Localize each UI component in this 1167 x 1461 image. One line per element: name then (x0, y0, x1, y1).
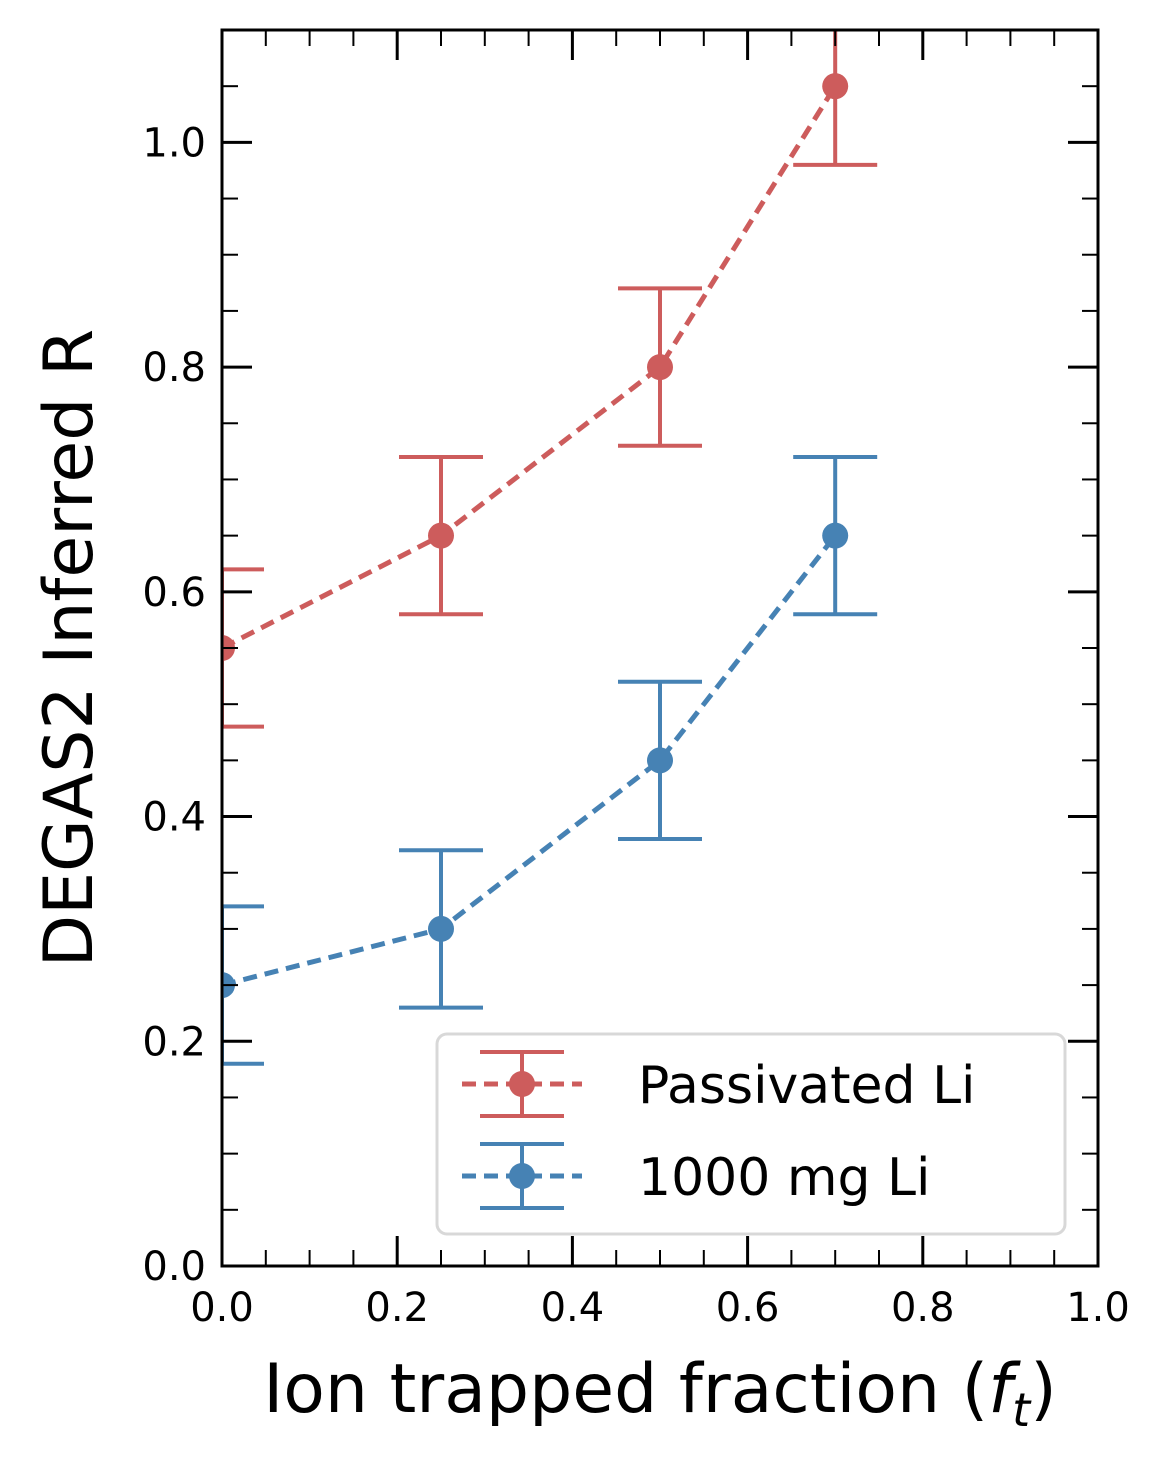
y-tick-label: 0.2 (142, 1019, 206, 1065)
x-axis-label-close: ) (1030, 1350, 1057, 1429)
series-line (222, 84, 838, 651)
y-tick-label: 0.4 (142, 795, 206, 841)
data-point (822, 522, 849, 549)
y-axis-label: DEGAS2 Inferred R (30, 329, 109, 968)
legend-label: Passivated Li (638, 1056, 976, 1116)
data-point (428, 522, 454, 549)
y-tick-label: 0.8 (142, 345, 206, 391)
legend-marker (509, 1163, 535, 1189)
series-line (222, 534, 838, 988)
data-point (647, 354, 673, 381)
x-axis-label: Ion trapped fraction (ft) (263, 1350, 1057, 1437)
x-tick-labels: 0.0 0.2 0.4 0.6 0.8 1.0 (190, 1285, 1130, 1331)
y-tick-label: 0.6 (142, 570, 206, 616)
y-tick-label: 1.0 (142, 120, 206, 166)
y-tick-labels: 0.0 0.2 0.4 0.6 0.8 1.0 (142, 120, 206, 1290)
x-axis-label-subscript: t (1012, 1383, 1032, 1437)
x-tick-label: 0.4 (541, 1285, 605, 1331)
plot-series (222, 30, 878, 1066)
data-point (647, 747, 673, 774)
plot-frame (220, 28, 1100, 1268)
x-tick-label: 0.8 (891, 1285, 955, 1331)
legend-frame (435, 1032, 1067, 1236)
x-tick-label: 1.0 (1066, 1285, 1130, 1331)
legend-label: 1000 mg Li (638, 1148, 930, 1208)
y-tick-label: 0.0 (142, 1244, 206, 1290)
legend-entries: Passivated Li 1000 mg Li (462, 1050, 976, 1210)
x-axis-label-main: Ion trapped fraction ( (263, 1350, 988, 1429)
data-point (822, 73, 849, 100)
minor-ticks (222, 30, 1098, 1266)
legend: Passivated Li 1000 mg Li (435, 1032, 1067, 1236)
x-tick-label: 0.0 (190, 1285, 254, 1331)
data-point (428, 915, 454, 942)
legend-marker (509, 1071, 535, 1097)
x-tick-label: 0.2 (365, 1285, 429, 1331)
x-tick-label: 0.6 (716, 1285, 780, 1331)
